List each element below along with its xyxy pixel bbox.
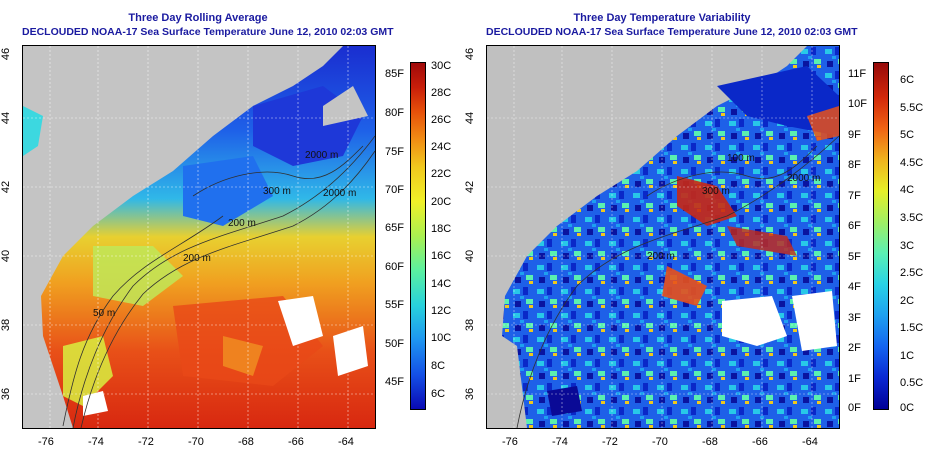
y-tick: 46: [0, 47, 13, 61]
cbar-c-label: 20C: [431, 196, 452, 208]
right-contour-label: 300 m: [702, 186, 730, 197]
cbar-c-label: 0.5C: [900, 377, 924, 389]
cbar-c-label: 0C: [900, 402, 915, 414]
x-tick: -68: [238, 436, 254, 448]
left-title: Three Day Rolling Average: [128, 12, 268, 24]
cbar-f-label: 8F: [848, 159, 861, 171]
cbar-c-label: 3C: [900, 240, 915, 252]
left-subtitle: DECLOUDED NOAA-17 Sea Surface Temperatur…: [22, 26, 394, 38]
cbar-c-label: 10C: [431, 332, 452, 344]
cbar-f-label: 1F: [848, 373, 861, 385]
cbar-c-label: 12C: [431, 305, 452, 317]
cbar-f-label: 0F: [848, 402, 861, 414]
cbar-c-label: 18C: [431, 223, 452, 235]
x-tick: -66: [288, 436, 304, 448]
cbar-f-label: 70F: [385, 184, 404, 196]
cbar-c-label: 26C: [431, 114, 452, 126]
right-contour-label: 2000 m: [787, 173, 820, 184]
cbar-f-label: 3F: [848, 312, 861, 324]
x-tick: -76: [38, 436, 54, 448]
cbar-c-label: 14C: [431, 278, 452, 290]
right-contour-label: 100 m: [727, 153, 755, 164]
x-tick: -64: [338, 436, 354, 448]
cbar-c-label: 6C: [431, 388, 446, 400]
cbar-c-label: 4C: [900, 184, 915, 196]
cbar-f-label: 4F: [848, 281, 861, 293]
left-contour-label: 200 m: [228, 218, 256, 229]
cbar-c-label: 5.5C: [900, 102, 924, 114]
cbar-f-label: 10F: [848, 98, 867, 110]
y-tick: 36: [0, 387, 13, 401]
right-title: Three Day Temperature Variability: [573, 12, 751, 24]
cbar-f-label: 85F: [385, 68, 404, 80]
cbar-c-label: 6C: [900, 74, 915, 86]
y-tick: 44: [464, 111, 477, 125]
left-contour-label: 50 m: [93, 308, 115, 319]
x-tick: -70: [188, 436, 204, 448]
cbar-f-label: 2F: [848, 342, 861, 354]
left-colorbar-fill: [411, 63, 425, 409]
cbar-c-label: 16C: [431, 250, 452, 262]
y-tick: 42: [0, 180, 13, 194]
y-tick: 36: [464, 387, 477, 401]
x-tick: -70: [652, 436, 668, 448]
right-contour-label: 200 m: [647, 251, 675, 262]
cbar-f-label: 80F: [385, 107, 404, 119]
cbar-c-label: 22C: [431, 168, 452, 180]
cbar-c-label: 3.5C: [900, 212, 924, 224]
cbar-c-label: 30C: [431, 60, 452, 72]
y-tick: 38: [0, 318, 13, 332]
x-tick: -68: [702, 436, 718, 448]
y-tick: 46: [464, 47, 477, 61]
right-subtitle: DECLOUDED NOAA-17 Sea Surface Temperatur…: [486, 26, 858, 38]
cbar-f-label: 65F: [385, 222, 404, 234]
cbar-c-label: 5C: [900, 129, 915, 141]
cbar-c-label: 28C: [431, 87, 452, 99]
right-colorbar: [873, 62, 889, 410]
left-contour-label: 2000 m: [323, 188, 356, 199]
cbar-f-label: 50F: [385, 338, 404, 350]
cbar-c-label: 2.5C: [900, 267, 924, 279]
cbar-f-label: 9F: [848, 129, 861, 141]
cbar-f-label: 7F: [848, 190, 861, 202]
x-tick: -76: [502, 436, 518, 448]
right-map: 2000 m 100 m 300 m 200 m: [486, 45, 840, 429]
x-tick: -72: [602, 436, 618, 448]
y-tick: 42: [464, 180, 477, 194]
x-tick: -74: [88, 436, 104, 448]
x-tick: -66: [752, 436, 768, 448]
y-tick: 40: [0, 249, 13, 263]
left-map: 2000 m 200 m 2000 m 300 m 200 m 50 m: [22, 45, 376, 429]
x-tick: -64: [802, 436, 818, 448]
cbar-f-label: 5F: [848, 251, 861, 263]
cbar-c-label: 1.5C: [900, 322, 924, 334]
cbar-f-label: 6F: [848, 220, 861, 232]
left-contour-label: 300 m: [263, 186, 291, 197]
cbar-f-label: 45F: [385, 376, 404, 388]
right-colorbar-fill: [874, 63, 888, 409]
left-contour-label: 200 m: [183, 253, 211, 264]
y-tick: 40: [464, 249, 477, 263]
cbar-c-label: 24C: [431, 141, 452, 153]
cbar-f-label: 75F: [385, 146, 404, 158]
cbar-c-label: 8C: [431, 360, 446, 372]
cbar-c-label: 2C: [900, 295, 915, 307]
cbar-f-label: 60F: [385, 261, 404, 273]
cbar-c-label: 1C: [900, 350, 915, 362]
y-tick: 38: [464, 318, 477, 332]
left-contour-label: 2000 m: [305, 150, 338, 161]
x-tick: -72: [138, 436, 154, 448]
y-tick: 44: [0, 111, 13, 125]
cbar-f-label: 11F: [848, 68, 867, 80]
cbar-f-label: 55F: [385, 299, 404, 311]
left-colorbar: [410, 62, 426, 410]
x-tick: -74: [552, 436, 568, 448]
cbar-c-label: 4.5C: [900, 157, 924, 169]
